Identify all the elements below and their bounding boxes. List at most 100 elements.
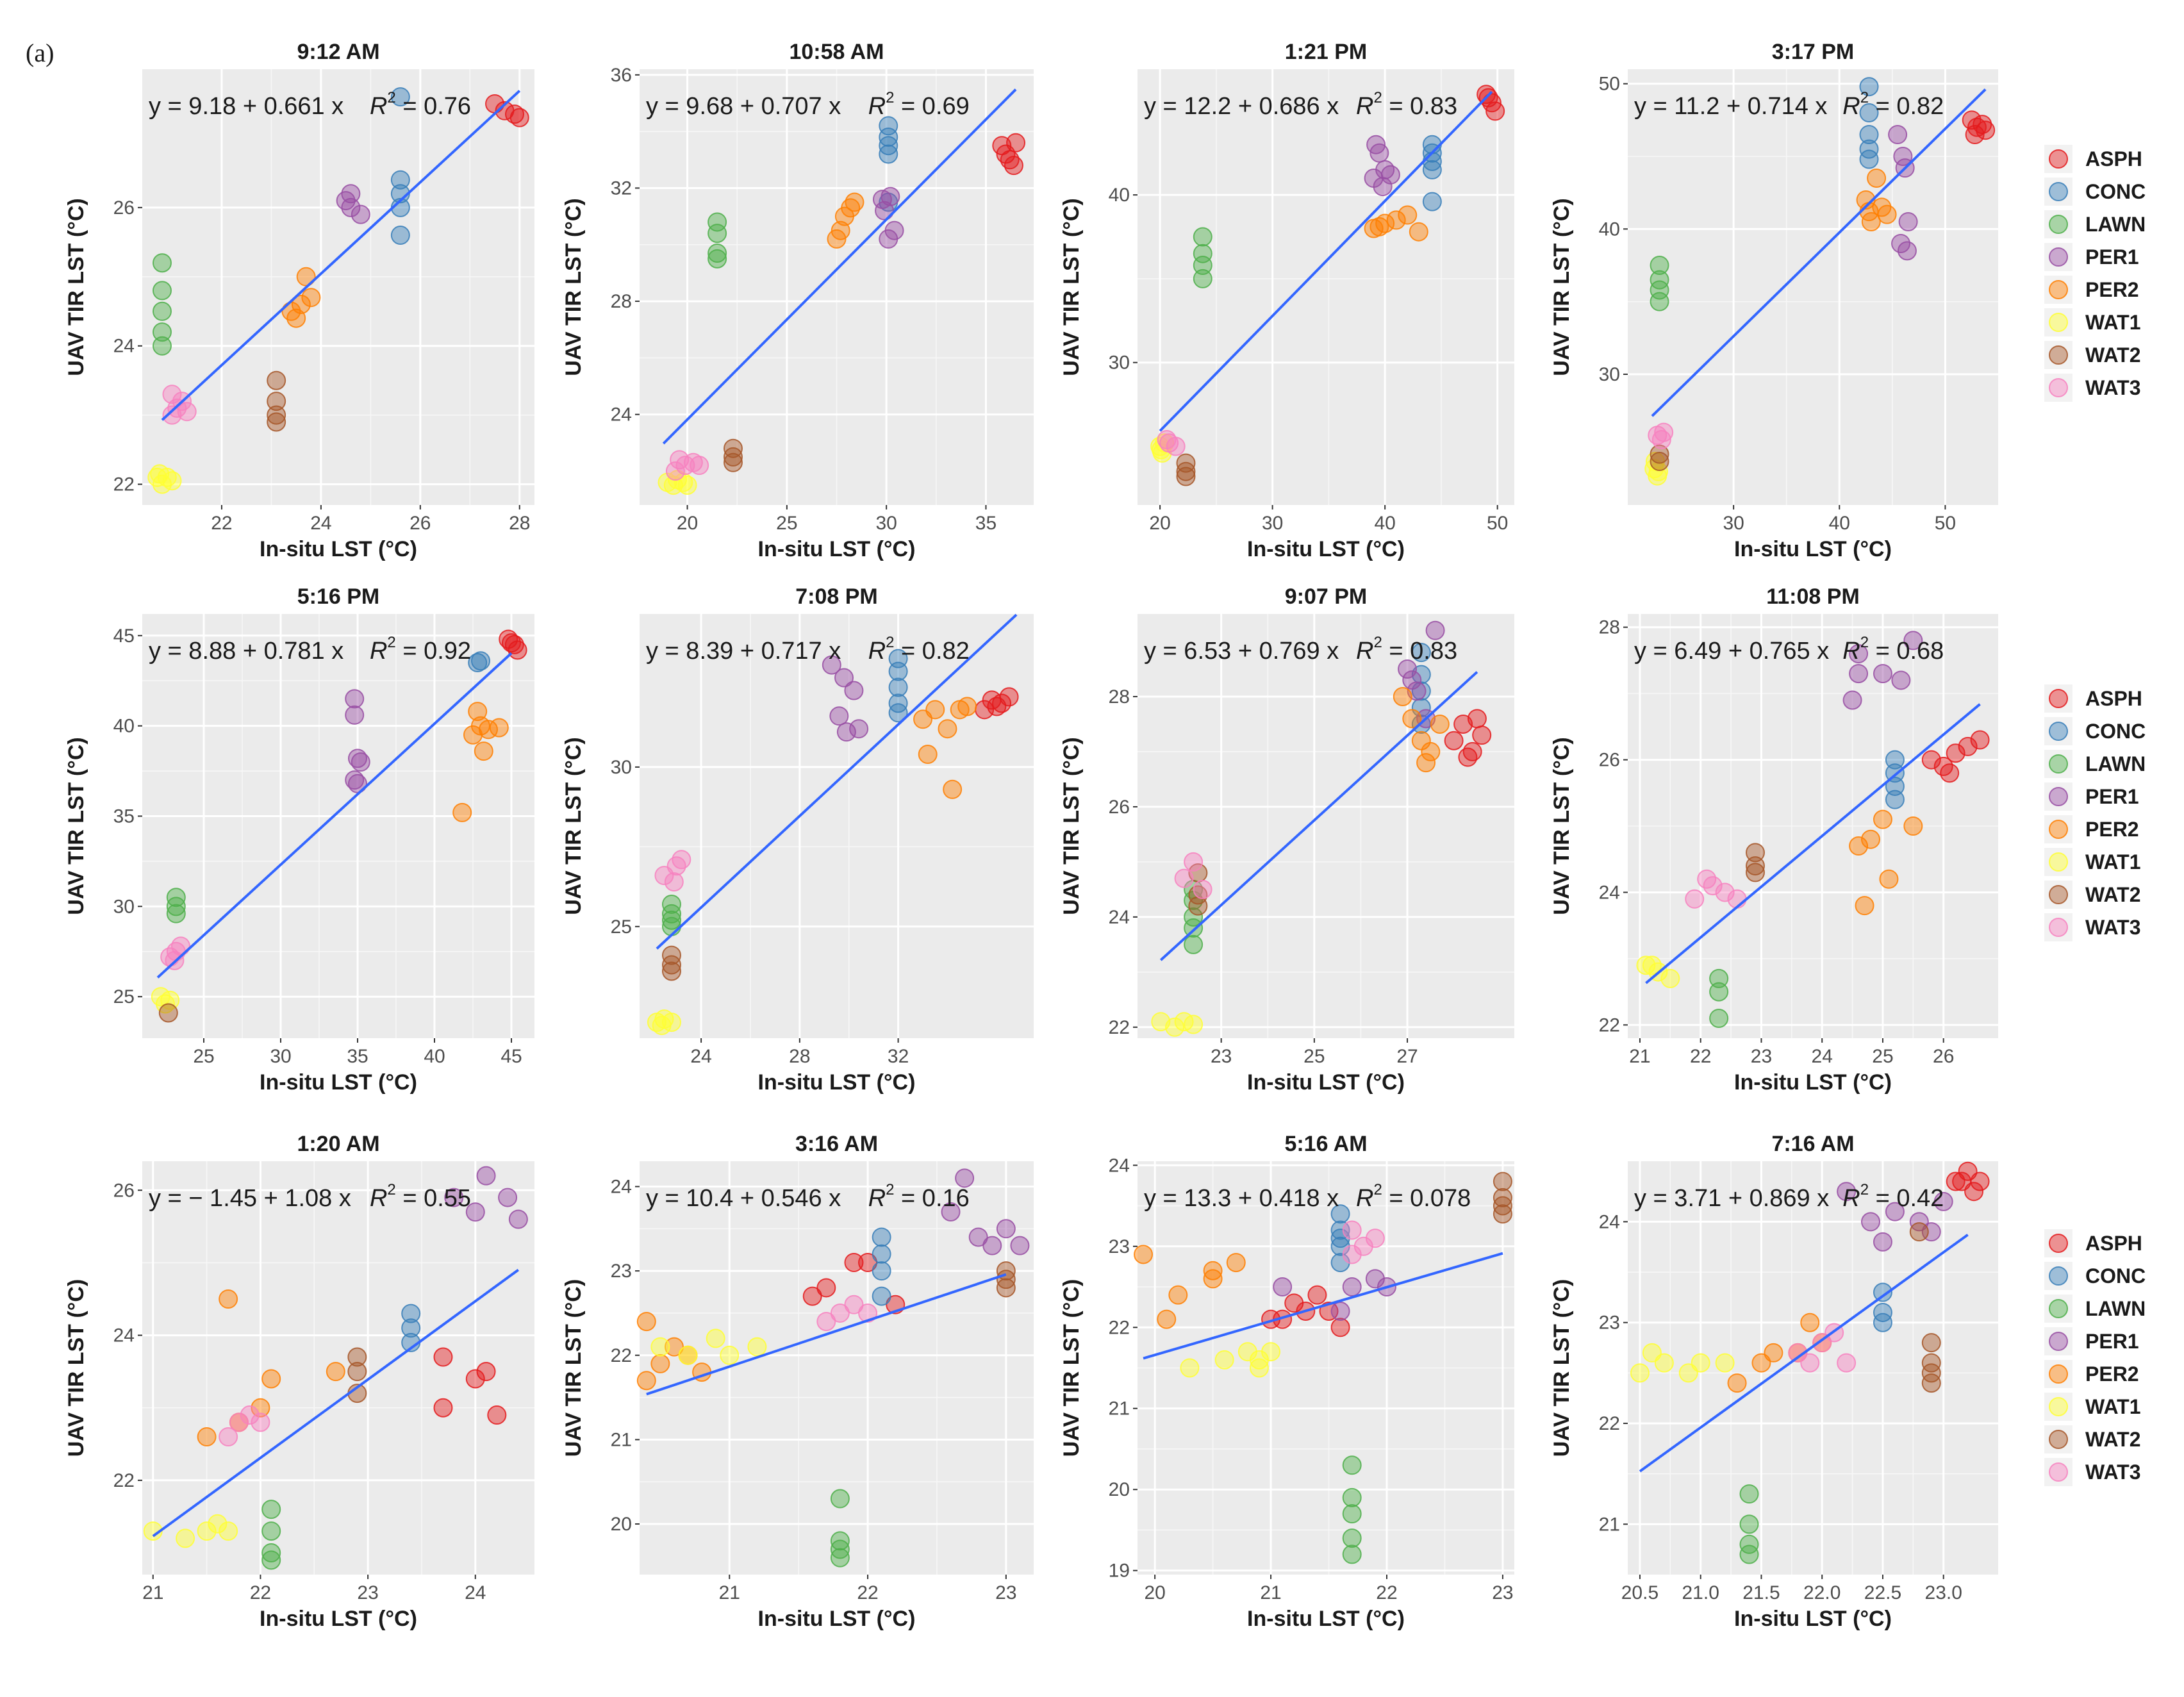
legend-label: LAWN <box>2085 213 2146 236</box>
x-tick-label: 28 <box>509 513 530 534</box>
legend-label: WAT1 <box>2085 1395 2141 1418</box>
point-per2 <box>938 719 957 739</box>
plot-background <box>1628 69 1998 505</box>
legend-marker-per2 <box>2049 280 2068 299</box>
point-per1 <box>879 229 898 249</box>
point-asph <box>1004 156 1023 176</box>
x-tick-label: 24 <box>690 1046 711 1067</box>
point-per2 <box>925 700 945 720</box>
point-wat2 <box>1745 843 1765 863</box>
point-lawn <box>261 1543 281 1563</box>
point-per1 <box>1369 143 1389 163</box>
legend-item: CONC <box>2044 1262 2146 1290</box>
regression-equation: y = 10.4 + 0.546 x <box>646 1185 841 1212</box>
y-tick-label: 21 <box>611 1429 632 1450</box>
point-per1 <box>345 705 365 725</box>
y-tick-label: 20 <box>611 1514 632 1535</box>
point-conc <box>1885 750 1905 770</box>
panel-title: 1:20 AM <box>297 1132 379 1156</box>
legend-label: WAT2 <box>2085 1428 2141 1451</box>
point-wat2 <box>158 1003 178 1023</box>
y-tick-label: 40 <box>1109 185 1130 206</box>
x-tick-label: 21 <box>1260 1582 1281 1603</box>
y-axis-label: UAV TIR LST (°C) <box>1550 737 1574 915</box>
scatter-points <box>1150 85 1505 486</box>
legend-marker-wat2 <box>2049 885 2068 904</box>
point-lawn <box>1342 1528 1362 1548</box>
plot-background <box>640 1161 1034 1575</box>
plot-background <box>142 614 534 1038</box>
legend-item: LAWN <box>2044 1295 2146 1323</box>
regression-line <box>1159 671 1478 961</box>
legend-label: ASPH <box>2085 147 2142 170</box>
point-wat3 <box>229 1412 249 1432</box>
point-asph <box>465 1369 485 1389</box>
point-lawn <box>152 253 172 273</box>
point-per1 <box>1010 1236 1030 1255</box>
point-per2 <box>943 779 963 799</box>
scatter-points <box>147 87 529 494</box>
y-tick-label: 23 <box>611 1261 632 1282</box>
legend-item: WAT2 <box>2044 1425 2141 1453</box>
point-lawn <box>661 916 681 936</box>
legend-item: ASPH <box>2044 145 2142 173</box>
legend-marker-wat1 <box>2049 1397 2068 1416</box>
point-wat2 <box>1909 1222 1929 1242</box>
point-asph <box>858 1252 878 1272</box>
point-wat2 <box>267 405 286 425</box>
point-wat1 <box>652 1016 672 1036</box>
x-tick-label: 50 <box>1935 513 1956 534</box>
point-wat2 <box>347 1347 367 1367</box>
legend-marker-asph <box>2049 1234 2068 1253</box>
point-wat2 <box>1493 1204 1512 1224</box>
point-wat1 <box>1249 1358 1269 1378</box>
point-conc <box>1873 1282 1892 1302</box>
point-wat1 <box>720 1345 740 1365</box>
x-tick-label: 20 <box>1144 1582 1165 1603</box>
scatter-points <box>1630 1161 1990 1564</box>
legend-label: PER2 <box>2085 278 2139 301</box>
x-tick-label: 21 <box>719 1582 740 1603</box>
y-tick-label: 24 <box>1599 882 1620 903</box>
legend-item: PER2 <box>2044 276 2139 304</box>
point-asph <box>1478 88 1498 108</box>
point-wat1 <box>747 1337 767 1357</box>
point-lawn <box>152 336 172 356</box>
point-wat3 <box>816 1312 836 1332</box>
point-per1 <box>1398 659 1418 679</box>
point-wat3 <box>830 1303 850 1323</box>
point-wat2 <box>1921 1333 1941 1353</box>
point-asph <box>844 1252 864 1272</box>
legend: ASPH CONC LAWN PER1 PER2 WAT1 WAT2 WAT3 <box>2044 145 2146 402</box>
point-per2 <box>1430 714 1450 734</box>
legend-marker-wat2 <box>2049 1430 2068 1449</box>
point-wat3 <box>177 402 197 422</box>
point-per2 <box>1409 222 1428 242</box>
x-tick-label: 30 <box>875 513 897 534</box>
point-wat3 <box>1715 882 1735 902</box>
y-axis-label: UAV TIR LST (°C) <box>64 198 88 376</box>
r-squared: R2 = 0.68 <box>1842 634 1944 665</box>
x-axis-label: In-situ LST (°C) <box>1247 537 1405 561</box>
r-squared: R2 = 0.42 <box>1842 1181 1944 1212</box>
point-per2 <box>1879 869 1899 889</box>
y-tick-label: 30 <box>1109 352 1130 374</box>
legend-marker-conc <box>2049 722 2068 741</box>
panel-title: 5:16 AM <box>1284 1132 1367 1156</box>
x-tick-label: 25 <box>1872 1046 1893 1067</box>
x-tick-label: 40 <box>1829 513 1850 534</box>
x-tick-label: 35 <box>975 513 997 534</box>
point-per1 <box>351 752 370 772</box>
regression-line <box>152 1268 520 1537</box>
chart-panel: 25 30 35 40 45 25 30 35 40 45 5:16 PM In-situ LST (… <box>64 584 534 1095</box>
y-tick-label: 30 <box>113 896 135 917</box>
point-lawn <box>261 1521 281 1541</box>
point-conc <box>390 87 410 107</box>
regression-line <box>1645 703 1981 984</box>
x-tick-label: 24 <box>1812 1046 1833 1067</box>
point-per2 <box>219 1289 238 1309</box>
y-tick-label: 24 <box>1109 1155 1130 1176</box>
point-wat2 <box>267 370 286 390</box>
x-tick-label: 25 <box>1303 1046 1325 1067</box>
point-per2 <box>326 1362 345 1382</box>
